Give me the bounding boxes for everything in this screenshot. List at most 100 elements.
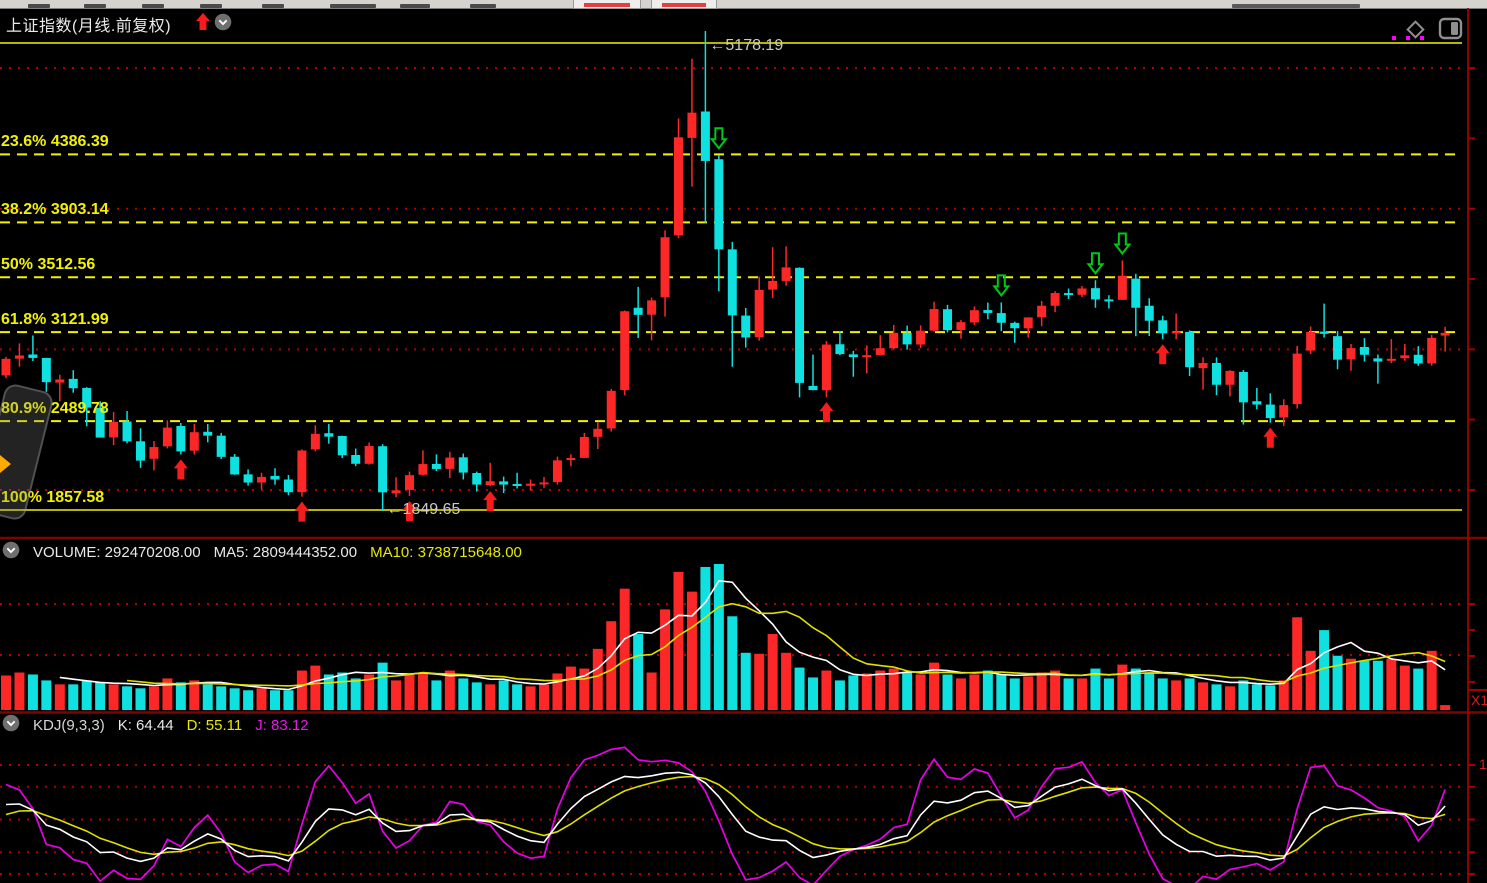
menu-item-fragment[interactable]	[28, 4, 50, 8]
collapse-main-chevron-icon[interactable]	[214, 13, 232, 36]
volume-bar	[377, 662, 388, 710]
volume-bar	[1265, 685, 1276, 710]
candle-body	[445, 457, 455, 469]
candle-body	[660, 237, 670, 298]
menubar-clipped[interactable]	[0, 0, 1487, 9]
collapse-kdj-chevron-icon[interactable]	[2, 714, 20, 736]
candle-body	[781, 267, 791, 281]
volume-bar	[310, 665, 321, 710]
candle-body	[472, 473, 482, 485]
candle-body	[754, 289, 764, 338]
kdj-name: KDJ(9,3,3)	[33, 716, 105, 734]
candle-body	[1104, 299, 1114, 302]
volume-bar	[767, 634, 778, 710]
volume-ma5-line	[59, 579, 1446, 691]
volume-bar	[579, 668, 590, 710]
candle-body	[1212, 362, 1221, 385]
menu-item-fragment[interactable]	[262, 4, 284, 8]
volume-bar	[1036, 672, 1047, 710]
magenta-dot	[1406, 36, 1410, 40]
candle-body	[996, 313, 1006, 323]
candle-body	[1158, 320, 1168, 334]
candle-body	[337, 435, 347, 456]
layout-panel-icon[interactable]	[1438, 17, 1464, 46]
volume-bar	[808, 677, 818, 710]
volume-bar	[27, 674, 38, 710]
buy-signal-arrow-icon	[1263, 427, 1278, 448]
candle-body	[929, 309, 939, 331]
fib-label: 38.2% 3903.14	[1, 201, 109, 219]
candle-body	[983, 310, 993, 313]
candle-body	[1292, 353, 1302, 405]
buy-signal-arrow-icon	[402, 500, 417, 521]
candle-body	[41, 357, 51, 383]
fib-label: 100% 1857.58	[1, 489, 105, 506]
candle-body	[1064, 293, 1074, 296]
candle-body	[875, 348, 885, 355]
volume-bar	[955, 678, 966, 710]
menu-button-red-1[interactable]	[573, 0, 641, 9]
scroll-left-arrow-icon[interactable]	[0, 455, 11, 473]
volume-bar	[431, 680, 442, 710]
volume-bar	[660, 609, 671, 710]
candle-body	[714, 159, 724, 250]
sell-signal-arrow-icon	[1086, 252, 1105, 275]
menu-item-fragment[interactable]	[400, 4, 430, 8]
candle-body	[109, 421, 119, 438]
volume-bar	[1184, 678, 1195, 710]
volume-bar	[458, 678, 469, 710]
candle-body	[1238, 371, 1248, 403]
volume-bar	[1238, 680, 1249, 710]
volume-bar	[108, 684, 119, 710]
candle-body	[1225, 370, 1235, 385]
candle-body	[1373, 358, 1383, 362]
candle-body	[243, 474, 253, 483]
volume-pane	[0, 564, 1468, 710]
volume-bar	[41, 680, 52, 710]
menu-item-fragment[interactable]	[200, 4, 222, 8]
candle-body	[916, 330, 926, 345]
menu-button-red-2[interactable]	[651, 0, 717, 9]
volume-bar	[54, 684, 65, 710]
candle-body	[485, 481, 495, 485]
volume-value: VOLUME: 292470208.00	[33, 543, 201, 561]
candle-body	[324, 433, 334, 437]
volume-bar	[754, 653, 765, 710]
candle-body	[230, 456, 240, 475]
menu-item-fragment[interactable]	[142, 4, 164, 8]
volume-bar	[417, 672, 428, 710]
candle-body	[1117, 275, 1127, 300]
candle-body	[458, 457, 468, 473]
candle-body	[1359, 346, 1369, 355]
volume-bar	[700, 566, 711, 710]
volume-bar	[834, 680, 845, 710]
title-bar: 上证指数(月线.前复权)	[0, 9, 1487, 35]
menu-item-fragment[interactable]	[1232, 4, 1360, 8]
volume-bar	[256, 688, 267, 710]
volume-bar	[619, 588, 630, 710]
candle-body	[1386, 358, 1396, 361]
candle-body	[1279, 405, 1289, 418]
candle-body	[1131, 278, 1141, 308]
menu-item-fragment[interactable]	[84, 4, 106, 8]
candle-body	[1171, 331, 1181, 334]
diamond-tool-icon[interactable]	[1402, 16, 1428, 47]
candle-body	[526, 483, 536, 486]
candle-body	[351, 454, 361, 464]
volume-bar	[929, 662, 940, 710]
volume-bar	[175, 682, 186, 710]
menu-item-fragment[interactable]	[470, 4, 496, 8]
volume-bar	[633, 634, 644, 710]
menu-item-fragment[interactable]	[330, 4, 376, 8]
candle-body	[1010, 322, 1020, 329]
kdj-axis-unit: 1	[1479, 756, 1487, 772]
candle-body	[808, 385, 818, 391]
collapse-volume-chevron-icon[interactable]	[2, 541, 20, 563]
candle-body	[310, 433, 320, 450]
symbol-title: 上证指数(月线.前复权)	[6, 18, 172, 35]
candle-body	[539, 482, 549, 485]
candle-body	[889, 332, 899, 349]
candle-body	[593, 428, 603, 437]
